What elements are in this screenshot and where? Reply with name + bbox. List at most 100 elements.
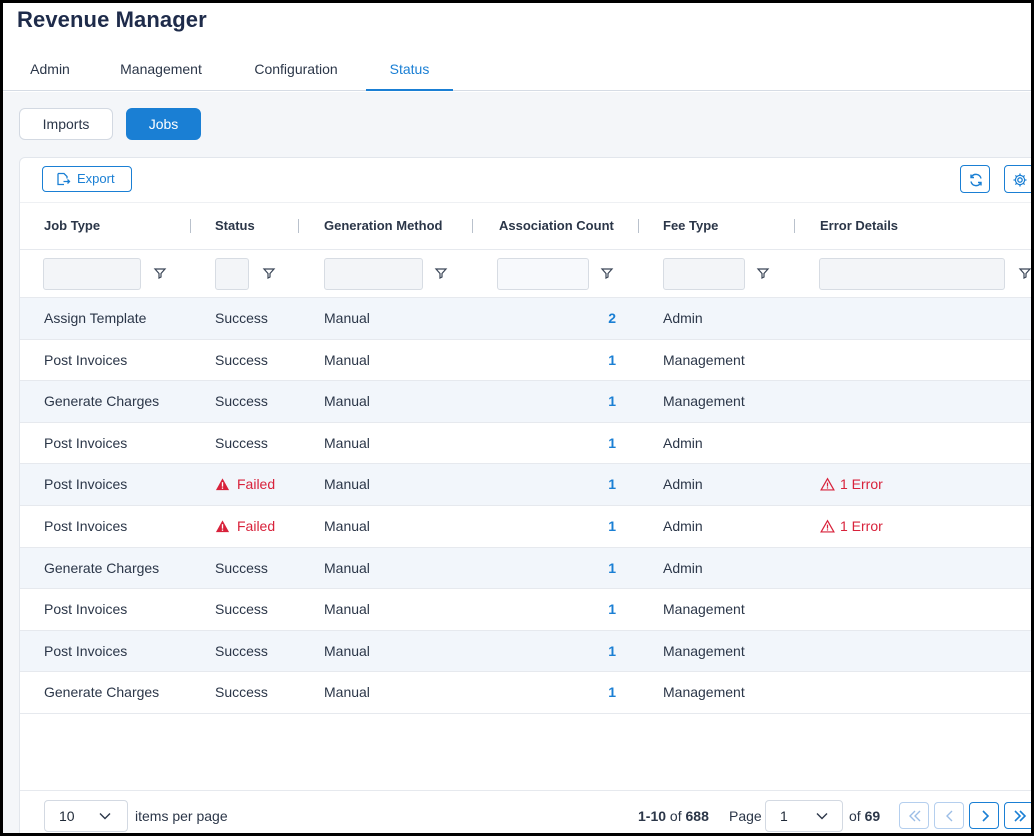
table-row[interactable]: Post Invoices Success Manual 1 Management	[20, 589, 1031, 631]
filter-icon[interactable]	[153, 266, 167, 280]
filter-icon[interactable]	[756, 266, 770, 280]
column-divider[interactable]	[298, 219, 299, 233]
fee-type-cell: Admin	[663, 434, 703, 451]
table-row[interactable]: Generate Charges Success Manual 1 Management	[20, 672, 1031, 714]
column-divider[interactable]	[794, 219, 795, 233]
association-count-link[interactable]: 1	[608, 434, 616, 451]
generation-method-cell: Manual	[324, 476, 370, 493]
job-type-cell: Assign Template	[44, 310, 147, 326]
settings-button[interactable]	[1004, 165, 1031, 193]
table-row[interactable]: Post Invoices Success Manual 1 Management	[20, 630, 1031, 673]
row-range: 1-10	[638, 808, 667, 824]
table-row[interactable]: Post Invoices Failed Manual 1 Admin 1 Error	[20, 464, 1031, 506]
total-pages-summary: of 69	[849, 800, 880, 832]
status-cell: Success	[215, 642, 268, 659]
chevron-down-icon	[99, 813, 111, 820]
filter-icon[interactable]	[262, 266, 276, 280]
column-divider[interactable]	[472, 219, 473, 233]
error-details-text: 1 Error	[840, 517, 883, 534]
first-page-button[interactable]	[899, 802, 929, 829]
column-header-generation-method[interactable]: Generation Method	[324, 218, 443, 233]
tab-admin[interactable]: Admin	[30, 61, 70, 77]
association-count-link[interactable]: 1	[608, 642, 616, 659]
filter-icon[interactable]	[434, 266, 448, 280]
table-row[interactable]: Generate Charges Success Manual 1 Management	[20, 381, 1031, 423]
chevron-left-icon	[946, 810, 953, 822]
table-row[interactable]: Assign Template Success Manual 2 Admin	[20, 298, 1031, 340]
status-cell: Success	[215, 559, 268, 576]
table-row[interactable]: Post Invoices Failed Manual 1 Admin 1 Error	[20, 506, 1031, 548]
association-count-link[interactable]: 1	[608, 601, 616, 618]
error-details-text: 1 Error	[840, 476, 883, 493]
association-count-link[interactable]: 1	[608, 517, 616, 534]
column-divider[interactable]	[638, 219, 639, 233]
page-label: Page	[729, 808, 762, 824]
column-header-fee-type[interactable]: Fee Type	[663, 218, 719, 233]
error-details-filter-input[interactable]	[819, 258, 1005, 290]
association-count-link[interactable]: 1	[608, 393, 616, 410]
generation-method-cell: Manual	[324, 642, 370, 659]
job-type-cell: Post Invoices	[44, 476, 128, 493]
main-nav-tabs: Admin Management Configuration Status	[3, 47, 1031, 91]
filter-icon[interactable]	[600, 266, 614, 280]
job-type-filter-input[interactable]	[43, 258, 141, 290]
column-header-association-count[interactable]: Association Count	[499, 218, 614, 233]
job-type-cell: Generate Charges	[44, 684, 160, 701]
association-count-link[interactable]: 1	[608, 476, 616, 493]
refresh-button[interactable]	[960, 165, 990, 193]
association-count-link[interactable]: 1	[608, 559, 616, 576]
page-number-select[interactable]: 1	[765, 800, 843, 832]
status-cell: Success	[215, 351, 268, 368]
generation-method-cell: Manual	[324, 559, 370, 576]
previous-page-button[interactable]	[934, 802, 964, 829]
generation-method-cell: Manual	[324, 684, 370, 701]
association-count-link[interactable]: 1	[608, 684, 616, 701]
refresh-icon	[970, 173, 982, 187]
next-page-button[interactable]	[969, 802, 999, 829]
generation-method-cell: Manual	[324, 601, 370, 618]
tab-status[interactable]: Status	[366, 47, 453, 91]
export-label: Export	[77, 171, 115, 186]
status-text: Failed	[237, 476, 276, 493]
generation-method-cell: Manual	[324, 517, 370, 534]
items-per-page-label: items per page	[135, 808, 228, 824]
double-chevron-right-icon	[1014, 810, 1027, 822]
grid-filter-row	[20, 250, 1032, 298]
grid-header-row: Job Type Status Generation Method Associ…	[20, 202, 1031, 250]
tab-configuration[interactable]: Configuration	[254, 61, 338, 77]
association-count-link[interactable]: 2	[608, 310, 616, 326]
imports-tab-button[interactable]: Imports	[19, 108, 113, 140]
error-details-link[interactable]: 1 Error	[820, 506, 883, 547]
grid-body: Assign Template Success Manual 2 Admin Post I…	[20, 298, 1031, 714]
job-type-cell: Post Invoices	[44, 517, 128, 534]
column-header-error-details[interactable]: Error Details	[820, 218, 899, 233]
status-cell: Success	[215, 601, 268, 618]
column-divider[interactable]	[190, 219, 191, 233]
error-details-link[interactable]: 1 Error	[820, 464, 883, 505]
tab-management[interactable]: Management	[120, 61, 202, 77]
column-header-job-type[interactable]: Job Type	[44, 218, 101, 233]
warning-outline-icon	[820, 519, 835, 533]
status-filter-input[interactable]	[215, 258, 249, 290]
last-page-button[interactable]	[1004, 802, 1031, 829]
association-count-link[interactable]: 1	[608, 351, 616, 368]
table-row[interactable]: Post Invoices Success Manual 1 Management	[20, 340, 1031, 382]
fee-type-filter-input[interactable]	[663, 258, 745, 290]
column-header-status[interactable]: Status	[215, 218, 255, 233]
table-row[interactable]: Post Invoices Success Manual 1 Admin	[20, 423, 1031, 465]
table-row[interactable]: Generate Charges Success Manual 1 Admin	[20, 547, 1031, 590]
generation-method-cell: Manual	[324, 393, 370, 410]
status-cell: Failed	[215, 464, 275, 505]
filter-icon[interactable]	[1018, 266, 1032, 280]
app-title: Revenue Manager	[17, 7, 207, 32]
jobs-tab-button[interactable]: Jobs	[126, 108, 201, 140]
association-count-filter-input[interactable]	[497, 258, 589, 290]
status-cell: Success	[215, 684, 268, 701]
generation-method-filter-input[interactable]	[324, 258, 423, 290]
total-pages: 69	[864, 808, 881, 824]
export-button[interactable]: Export	[42, 166, 132, 192]
fee-type-cell: Admin	[663, 559, 703, 576]
chevron-down-icon	[816, 813, 828, 820]
fee-type-cell: Management	[663, 601, 745, 618]
page-size-select[interactable]: 10	[44, 800, 128, 832]
